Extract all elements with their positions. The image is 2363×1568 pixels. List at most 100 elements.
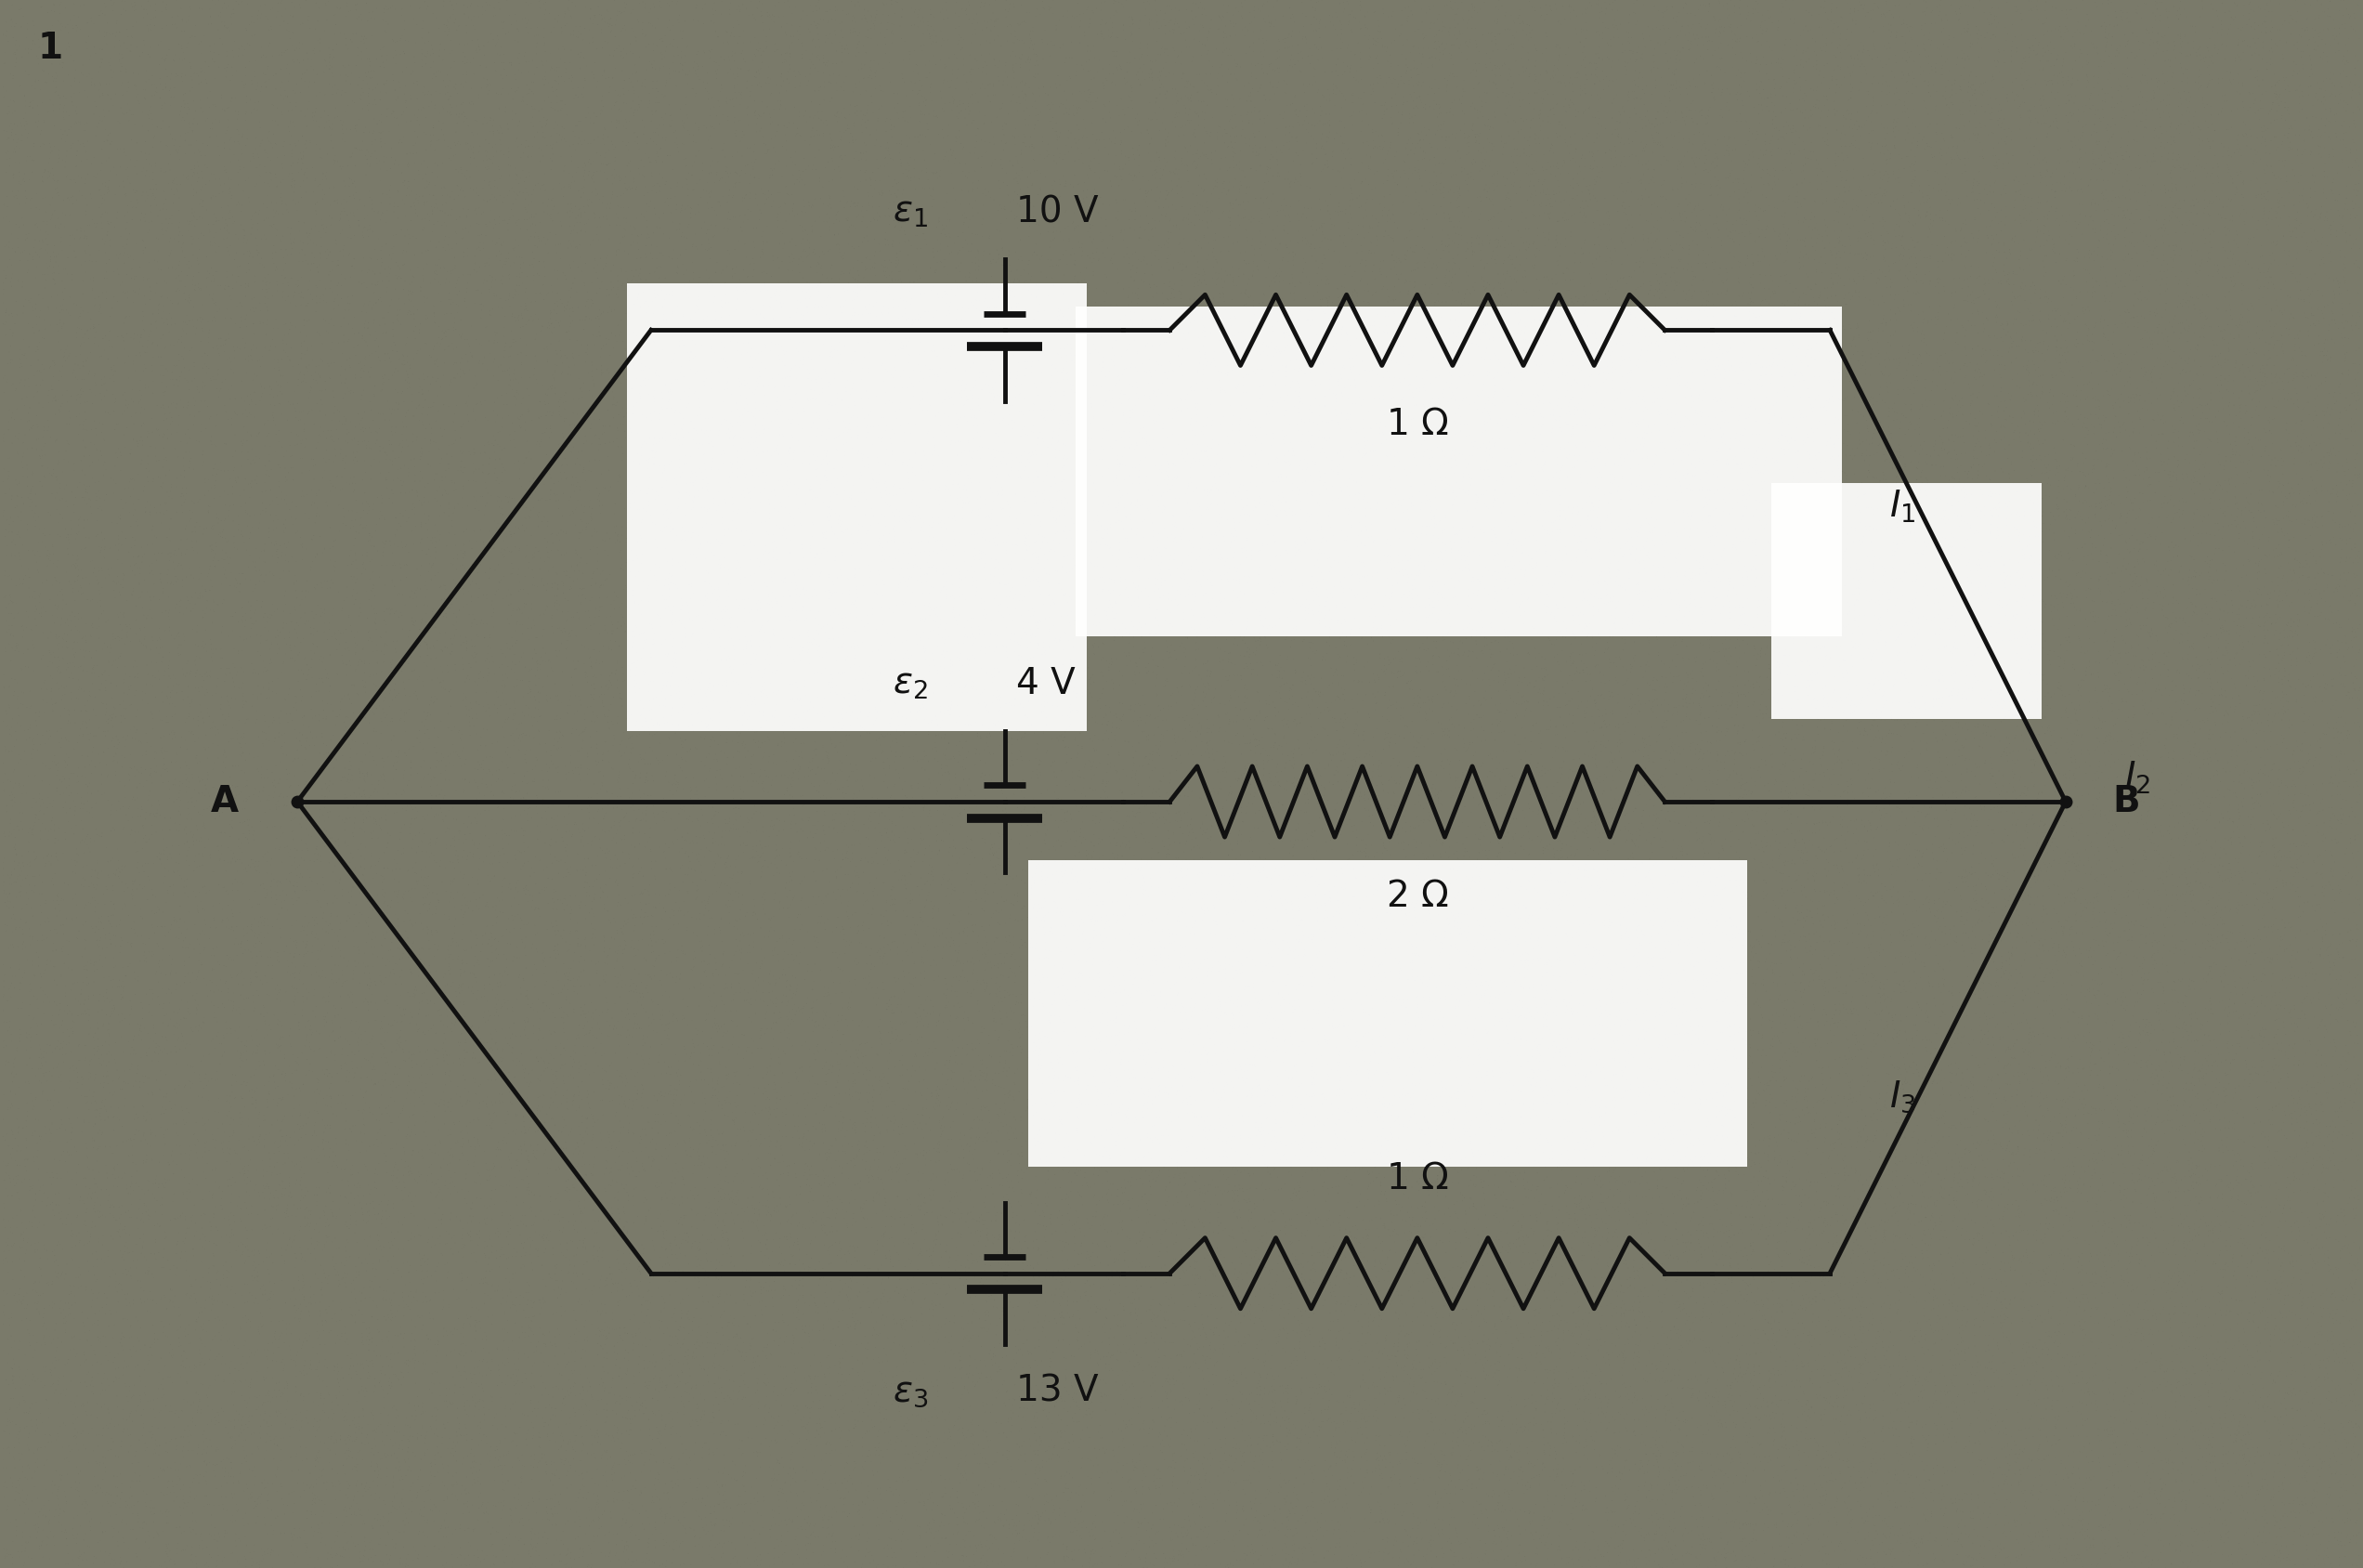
Point [586,568,624,593]
Point [1028,82,1066,107]
Point [1680,1127,1718,1152]
Point [1864,163,1902,188]
Point [1153,472,1191,497]
Point [1652,1369,1690,1394]
Point [1493,1196,1531,1221]
Point [1323,354,1361,379]
Point [21,604,59,629]
Point [520,1016,558,1041]
Point [640,511,678,536]
Point [638,1485,676,1510]
Point [354,1352,392,1377]
Point [2030,160,2068,185]
Point [1186,1325,1224,1350]
Point [1061,1087,1099,1112]
Point [1153,1519,1191,1544]
Point [808,1174,846,1200]
Point [2162,801,2200,826]
Point [1207,182,1245,207]
Point [1491,33,1529,58]
Point [936,966,974,991]
Point [1170,1504,1207,1529]
Point [699,417,737,442]
Point [2323,797,2361,822]
Point [1215,1189,1252,1214]
Point [992,1236,1030,1261]
Point [2261,82,2299,107]
Point [761,516,799,541]
Point [1321,671,1359,696]
Point [440,944,477,969]
Point [577,720,614,745]
Point [834,1029,872,1054]
Point [938,991,976,1016]
Point [1838,1334,1876,1359]
Point [132,500,170,525]
Point [685,0,723,17]
Point [1630,467,1668,492]
Point [740,375,777,400]
Point [1805,594,1843,619]
Point [936,878,974,903]
Point [151,1287,189,1312]
Point [1233,205,1271,230]
Point [201,524,239,549]
Point [1871,17,1909,42]
Point [721,447,759,472]
Point [1009,1279,1047,1305]
Point [1255,1286,1293,1311]
Point [1720,1439,1758,1465]
Point [2091,114,2129,140]
Point [1059,1116,1096,1142]
Point [477,1416,515,1441]
Point [1534,154,1571,179]
Point [1808,541,1846,566]
Point [1089,24,1127,49]
Point [1749,771,1786,797]
Point [137,1519,175,1544]
Point [1293,113,1330,138]
Point [884,1308,922,1333]
Point [1961,1541,1999,1566]
Point [2049,695,2087,720]
Point [825,543,862,568]
Point [2313,1510,2351,1535]
Point [1626,1074,1664,1099]
Point [1059,1251,1096,1276]
Point [1968,1193,2006,1218]
Point [1879,1110,1916,1135]
Point [1415,511,1453,536]
Point [2025,825,2063,850]
Point [1983,1295,2020,1320]
Point [2122,789,2160,814]
Point [891,1093,929,1118]
Point [1678,401,1716,426]
Point [699,1491,737,1516]
Point [1505,955,1543,980]
Point [432,1165,470,1190]
Point [1682,0,1720,17]
Point [749,855,787,880]
Point [1144,558,1182,583]
Point [2304,1281,2342,1306]
Point [260,566,298,591]
Point [196,290,234,315]
Point [1475,1077,1512,1102]
Point [1085,1273,1122,1298]
Point [2292,668,2330,693]
Point [2079,933,2117,958]
Point [2320,514,2358,539]
Point [1016,649,1054,674]
Point [1460,320,1498,345]
Point [2257,1076,2294,1101]
Point [2273,953,2311,978]
Point [870,1289,907,1314]
Point [839,596,877,621]
Point [1198,477,1236,502]
Point [650,508,688,533]
Point [1879,532,1916,557]
Point [2001,299,2039,325]
Point [1075,66,1113,91]
Point [1548,1430,1586,1455]
Point [1342,1259,1380,1284]
